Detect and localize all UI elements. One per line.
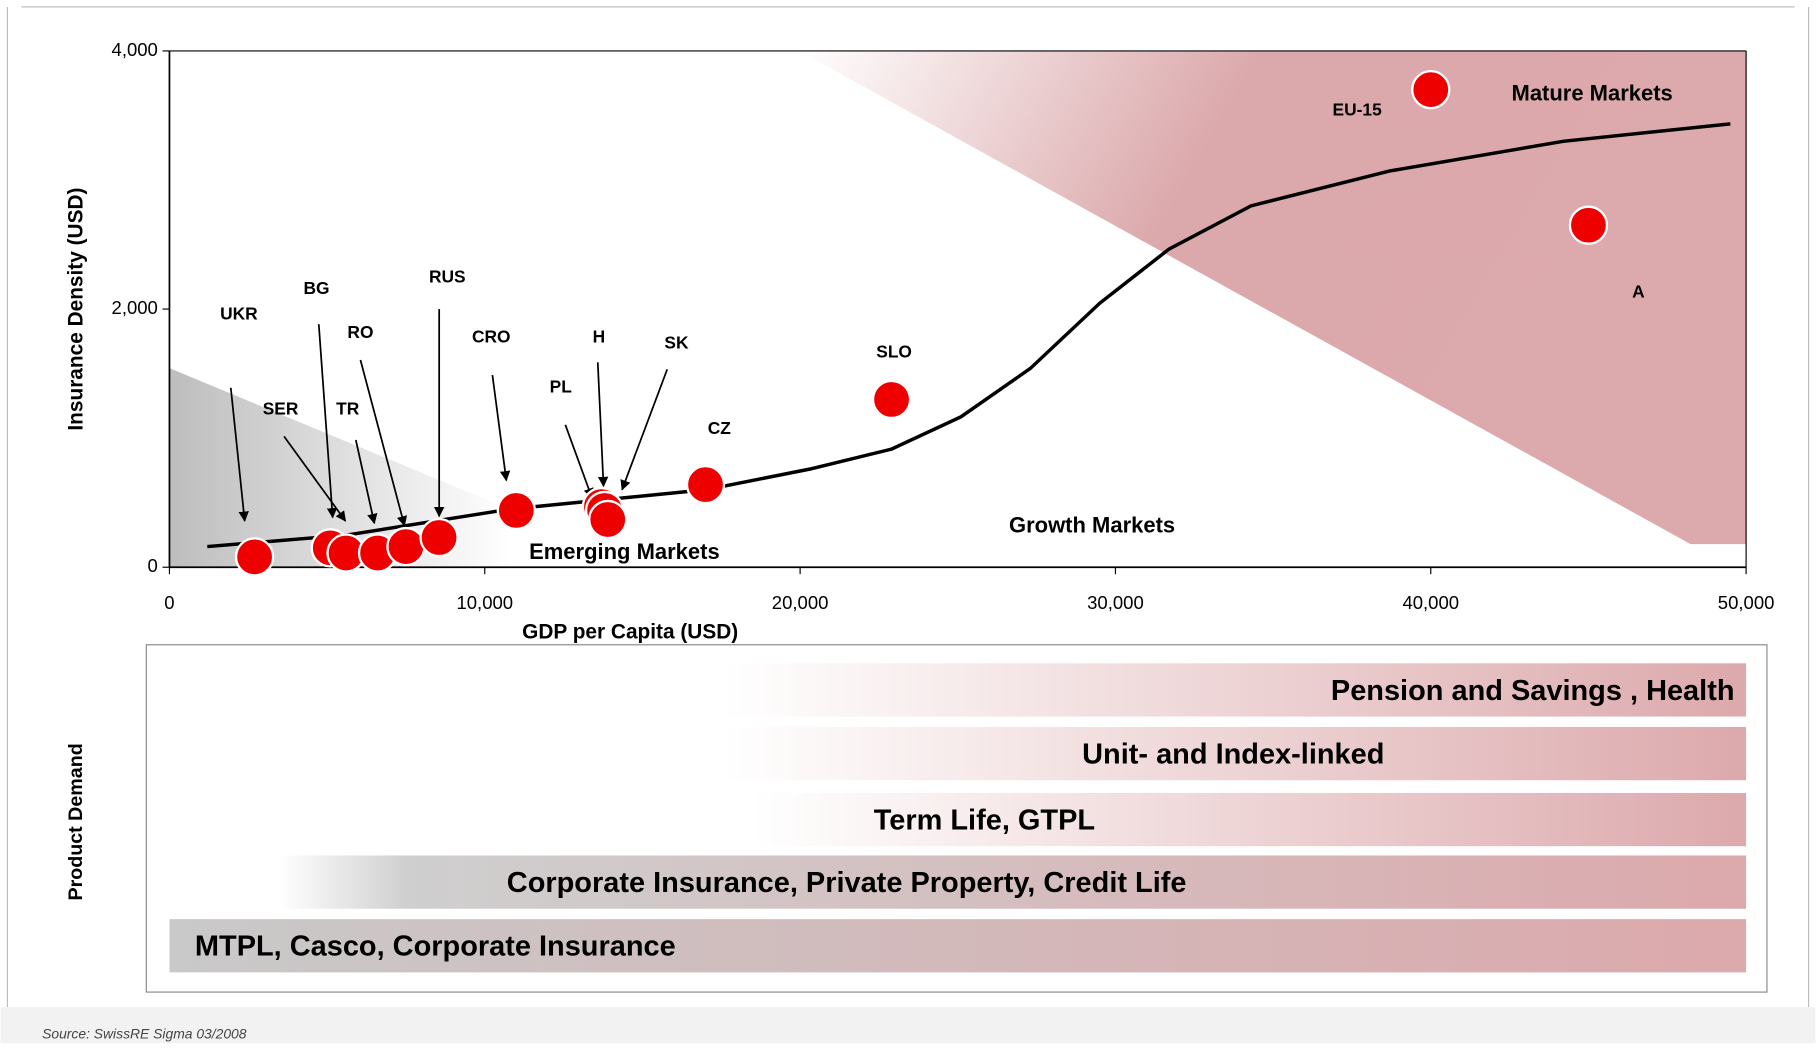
point (1411, 69, 1451, 110)
product-bar (169, 792, 1747, 847)
product-box (145, 644, 1768, 993)
point-label: SK (664, 332, 689, 352)
point (588, 499, 628, 540)
point (386, 526, 426, 567)
product-bar-label: Pension and Savings , Health (1331, 675, 1735, 707)
product-bar-label: Unit- and Index-linked (1082, 739, 1384, 771)
emerging-region (169, 368, 510, 568)
point-label: SLO (876, 342, 912, 362)
point (419, 517, 459, 558)
point-label: CZ (708, 418, 732, 438)
product-bar-label: MTPL, Casco, Corporate Insurance (195, 931, 676, 963)
point-label: EU-15 (1333, 100, 1383, 120)
mature-region (799, 50, 1747, 545)
x-axis-label: GDP per Capita (USD) (522, 621, 738, 644)
point-label: A (1632, 281, 1645, 301)
point-label: RUS (429, 266, 466, 286)
point-label: PL (550, 376, 573, 396)
x-tick-label: 40,000 (1402, 592, 1459, 613)
y-tick-label: 0 (148, 555, 158, 576)
point-label: CRO (472, 327, 511, 347)
x-tick-label: 30,000 (1087, 592, 1144, 613)
point-label: H (593, 327, 606, 347)
annotation: Emerging Markets (529, 539, 720, 564)
point (496, 490, 536, 531)
annotation: Growth Markets (1009, 513, 1175, 538)
product-bar-label: Term Life, GTPL (874, 805, 1095, 837)
annotation: Mature Markets (1512, 81, 1673, 106)
point (1568, 205, 1609, 245)
product-bar (169, 919, 1747, 973)
x-tick-label: 20,000 (772, 592, 829, 613)
point (234, 537, 275, 577)
product-bar-label: Corporate Insurance, Private Property, C… (507, 867, 1187, 899)
x-tick-label: 0 (164, 592, 174, 613)
footer-band (0, 1007, 1816, 1043)
frame (6, 6, 1810, 1008)
trend-line (207, 122, 1731, 549)
point (871, 379, 912, 420)
product-demand-label: Product Demand (65, 743, 87, 900)
product-bar (169, 855, 1747, 909)
point-label: TR (336, 398, 360, 418)
x-tick-label: 50,000 (1718, 592, 1775, 613)
product-bar (169, 663, 1747, 717)
point-label: UKR (220, 303, 258, 323)
source: Source: SwissRE Sigma 03/2008 (42, 1026, 247, 1042)
point-label: SER (263, 398, 299, 418)
y-tick-label: 4,000 (112, 39, 158, 60)
y-tick-label: 2,000 (112, 297, 158, 318)
arrows (229, 309, 669, 527)
point-label: BG (303, 278, 329, 298)
x-tick-label: 10,000 (456, 592, 513, 613)
point-label: RO (347, 322, 373, 342)
product-bar (169, 726, 1747, 781)
y-axis-label: Insurance Density (USD) (64, 188, 87, 431)
point (685, 464, 726, 505)
